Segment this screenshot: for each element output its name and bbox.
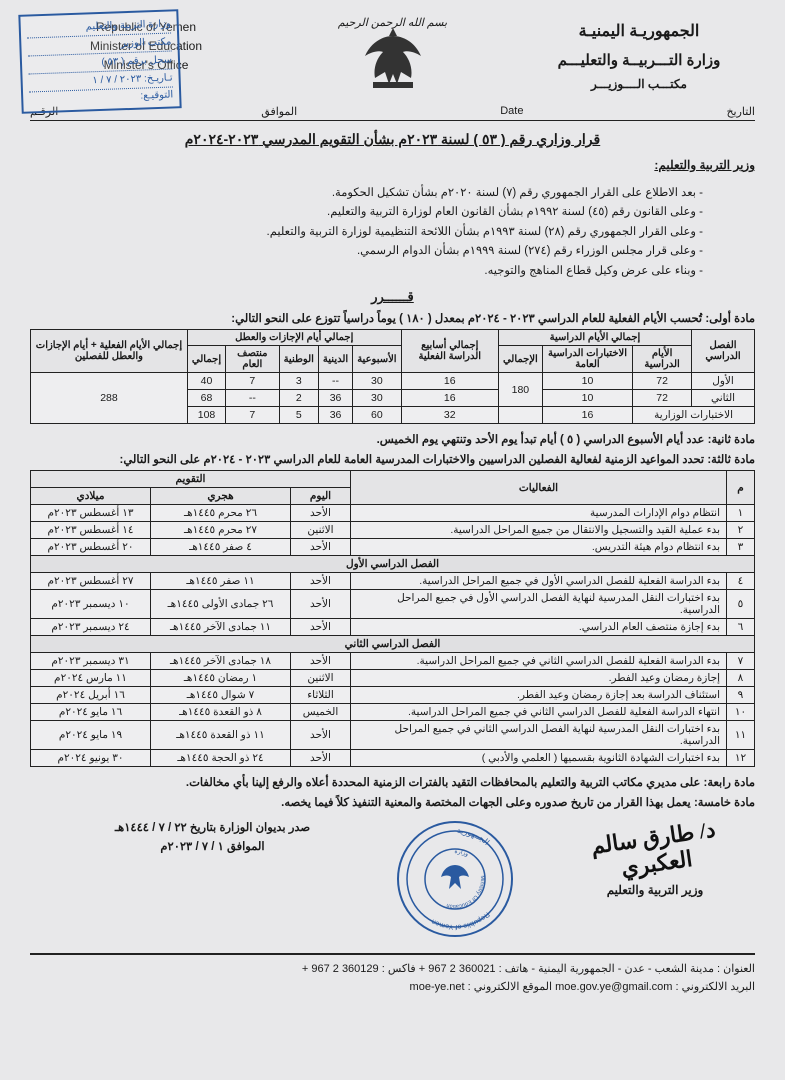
col-greg: ميلادي: [31, 488, 151, 505]
issued-hijri: صدر بديوان الوزارة بتاريخ ٢٢ / ٧ / ١٤٤٤ه…: [30, 819, 395, 837]
footer-address: العنوان : مدينة الشعب - عدن - الجمهورية …: [30, 961, 755, 979]
issuance-block: صدر بديوان الوزارة بتاريخ ٢٢ / ٧ / ١٤٤٤ه…: [30, 819, 395, 856]
col-num: م: [727, 471, 755, 505]
national-emblem: [333, 18, 453, 97]
letterhead: بسم الله الرحمن الرحيم الجمهوريـة اليمني…: [30, 18, 755, 97]
table-row: ١٢بدء اختبارات الشهادة الثانوية بقسميها …: [31, 750, 755, 767]
col-activity: الفعاليات: [351, 471, 727, 505]
svg-text:Republic of Yemen: Republic of Yemen: [430, 911, 490, 931]
article-4: مادة رابعة: على مديري مكاتب التربية والت…: [30, 775, 755, 789]
preamble-list: بعد الاطلاع على القرار الجمهوري رقم (٧) …: [30, 184, 755, 282]
preamble-item: بعد الاطلاع على القرار الجمهوري رقم (٧) …: [30, 184, 703, 204]
issued-greg: الموافق ١ / ٧ / ٢٠٢٣م: [30, 838, 395, 856]
corresponding-label: الموافق: [261, 105, 297, 118]
col-weeks: إجمالي أسابيع الدراسة الفعلية: [401, 330, 498, 373]
preamble-item: وعلى قرار مجلس الوزراء رقم (٢٧٤) لسنة ١٩…: [30, 242, 703, 262]
table-row: ٩استئناف الدراسة بعد إجازة رمضان وعيد ال…: [31, 687, 755, 704]
republic-ar: الجمهوريـة اليمنيـة: [523, 18, 755, 47]
table-row: ١٠انتهاء الدراسة الفعلية للفصل الدراسي ا…: [31, 704, 755, 721]
col-semester: الفصل الدراسي: [692, 330, 755, 373]
preamble-item: وبناء على عرض وكيل قطاع المناهج والتوجيه…: [30, 262, 703, 282]
col-religious: الدينية: [318, 346, 352, 373]
signature-area: د/ طارق سالم العكبري وزير التربية والتعل…: [30, 819, 755, 939]
bismillah: بسم الله الرحمن الرحيم: [338, 16, 447, 29]
article-2: مادة ثانية: عدد أيام الأسبوع الدراسي ( ٥…: [30, 432, 755, 446]
minister-heading: وزير التربية والتعليم:: [30, 158, 755, 172]
svg-text:وزارة التربية والتعليم: وزارة التربية والتعليم: [395, 819, 469, 858]
footer-email: البريد الالكتروني : moe.gov.ye@gmail.com…: [30, 979, 755, 997]
signature-block: د/ طارق سالم العكبري وزير التربية والتعل…: [555, 819, 755, 897]
page-footer: العنوان : مدينة الشعب - عدن - الجمهورية …: [30, 953, 755, 996]
office-ar: مكتـــب الــــوزيـــر: [523, 74, 755, 96]
registration-stamp: وزارة التربية والتعليم مكتب الوزير سجل ب…: [18, 9, 181, 114]
table-row: ٨إجازة رمضان وعيد الفطر.الاثنين١ رمضان ١…: [31, 670, 755, 687]
document-page: بسم الله الرحمن الرحيم الجمهوريـة اليمني…: [0, 0, 785, 1080]
col-exams: الاختبارات الدراسية العامة: [542, 346, 632, 373]
ministry-ar: وزارة التـــربيــة والتعليـــم: [523, 47, 755, 74]
header-arabic: الجمهوريـة اليمنيـة وزارة التـــربيــة و…: [523, 18, 755, 95]
table-row: ٦بدء إجازة منتصف العام الدراسي.الأحد١١ ج…: [31, 619, 755, 636]
col-total: الإجمالي: [498, 346, 542, 373]
semester-1-header: الفصل الدراسي الأول: [31, 556, 755, 573]
table-row: ١انتظام دوام الإدارات المدرسيةالأحد٢٦ مح…: [31, 505, 755, 522]
article-3: مادة ثالثة: تحدد المواعيد الزمنية لفعالي…: [30, 452, 755, 466]
table-row: ١١بدء اختبارات النقل المدرسية لنهاية الف…: [31, 721, 755, 750]
table-row: ٣بدء انتظام دوام هيئة التدريس.الأحد٤ صفر…: [31, 539, 755, 556]
table-row: ٥بدء اختبارات النقل المدرسية لنهاية الفص…: [31, 590, 755, 619]
col-midyear: منتصف العام: [226, 346, 279, 373]
article-1: مادة أولى: تُحسب الأيام الفعلية للعام ال…: [30, 311, 755, 325]
preamble-item: وعلى القانون رقم (٤٥) لسنة ١٩٩٢م بشأن ال…: [30, 203, 703, 223]
col-group-holidays: إجمالي أيام الإجازات والعطل: [187, 330, 401, 346]
col-group-study: إجمالي الأيام الدراسية: [498, 330, 691, 346]
semester-2-header: الفصل الدراسي الثاني: [31, 636, 755, 653]
col-grand: إجمالي الأيام الفعلية + أيام الإجازات وا…: [31, 330, 188, 373]
col-weekly: الأسبوعية: [353, 346, 401, 373]
col-subtotal: إجمالي: [187, 346, 225, 373]
col-study-days: الأيام الدراسية: [633, 346, 692, 373]
col-national: الوطنية: [279, 346, 318, 373]
date-ar-label: التاريخ: [726, 105, 755, 118]
col-day: اليوم: [291, 488, 351, 505]
article-5: مادة خامسة: يعمل بهذا القرار من تاريخ صد…: [30, 795, 755, 809]
table-row: ٤بدء الدراسة الفعلية للفصل الدراسي الأول…: [31, 573, 755, 590]
preamble-item: وعلى القرار الجمهوري رقم (٢٨) لسنة ١٩٩٣م…: [30, 223, 703, 243]
days-summary-table: الفصل الدراسي إجمالي الأيام الدراسية إجم…: [30, 329, 755, 424]
signature-scribble: د/ طارق سالم العكبري: [552, 812, 757, 891]
col-hijri: هجري: [151, 488, 291, 505]
eagle-icon: [343, 22, 443, 92]
calendar-table: م الفعاليات التقويم اليوم هجري ميلادي ١ا…: [30, 470, 755, 767]
table-row: الأول 72 10 180 16 30 -- 3 7 40 288: [31, 373, 755, 390]
decree-title: قرار وزاري رقم ( ٥٣ ) لسنة ٢٠٢٣م بشأن ال…: [30, 131, 755, 148]
col-calendar: التقويم: [31, 471, 351, 488]
date-en-label: Date: [500, 105, 523, 118]
decree-word: قــــــرر: [30, 289, 755, 305]
table-row: ٢بدء عملية القيد والتسجيل والانتقال من ج…: [31, 522, 755, 539]
ministry-seal: الجمهورية اليمنية Republic of Yemen وزار…: [395, 819, 515, 939]
table-row: ٧بدء الدراسة الفعلية للفصل الدراسي الثان…: [31, 653, 755, 670]
header-english: Republic of Yemen Minister of Education …: [30, 18, 262, 76]
